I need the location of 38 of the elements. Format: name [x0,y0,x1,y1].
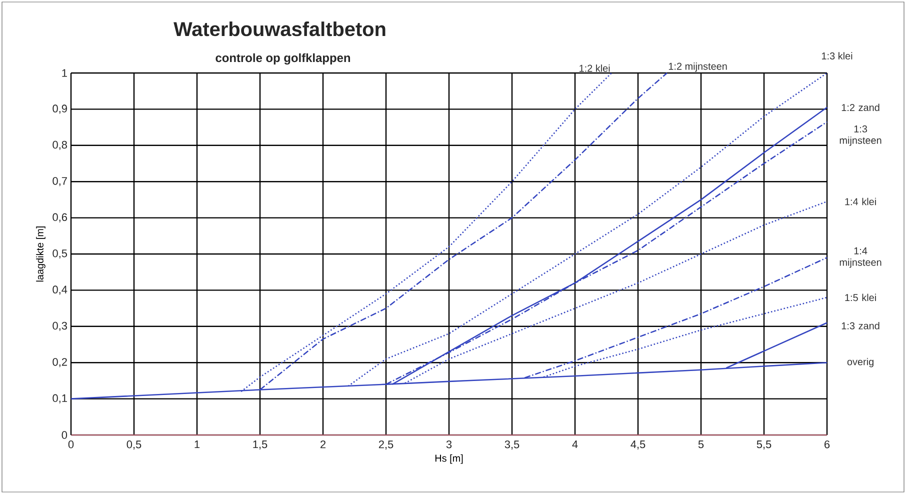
y-tick-label: 0,3 [52,322,67,331]
x-tick-label: 1,5 [253,440,268,450]
x-tick-label: 3 [446,440,452,448]
x-tick-label: 0,5 [126,440,142,450]
y-tick-label: 0,1 [52,394,67,404]
x-tick-label: 6 [824,440,830,448]
series-label: 1:2 zand [842,104,880,112]
x-tick-label: 2,5 [378,440,394,450]
x-tick-label: 0 [68,440,74,448]
x-axis-title: Hs [m] [435,454,463,464]
series-label: 1:3 zand [842,322,880,330]
y-tick-label: 0,7 [52,177,67,186]
x-tick-label: 4,5 [630,440,646,450]
y-tick-label: 0,8 [52,140,67,150]
y-tick-label: 0,5 [52,249,68,259]
chart-title: Waterbouwasfaltbeton [174,22,386,36]
x-tick-label: 1 [194,440,200,448]
y-tick-label: 0 [62,431,68,439]
y-tick-label: 0,2 [52,358,67,368]
x-tick-label: 5 [698,440,704,448]
series-label: 1:3 klei [822,52,852,60]
y-axis-title: laagdikte [m] [36,226,46,282]
series-label: 1:2 klei [580,64,610,72]
x-tick-label: 5,5 [756,440,772,450]
text: overig [847,358,874,368]
y-tick-label: 0,9 [52,104,67,114]
x-tick-label: 3,5 [504,440,520,450]
y-tick-label: 0,4 [52,286,68,295]
series-label: 1:3 mijnsteen [840,125,882,146]
x-tick-label: 4 [572,440,578,448]
x-tick-label: 2 [320,440,326,448]
series-label: 1:2 mijnsteen [668,62,727,72]
series-label: 1:4 klei [845,198,876,206]
series-label: 1:4 mijnsteen [840,247,882,268]
series-label: 1:5 klei [845,294,876,302]
chart-subtitle: controle op golfklappen [216,53,350,65]
y-tick-label: 1 [62,69,67,77]
y-tick-label: 0,6 [52,213,67,222]
